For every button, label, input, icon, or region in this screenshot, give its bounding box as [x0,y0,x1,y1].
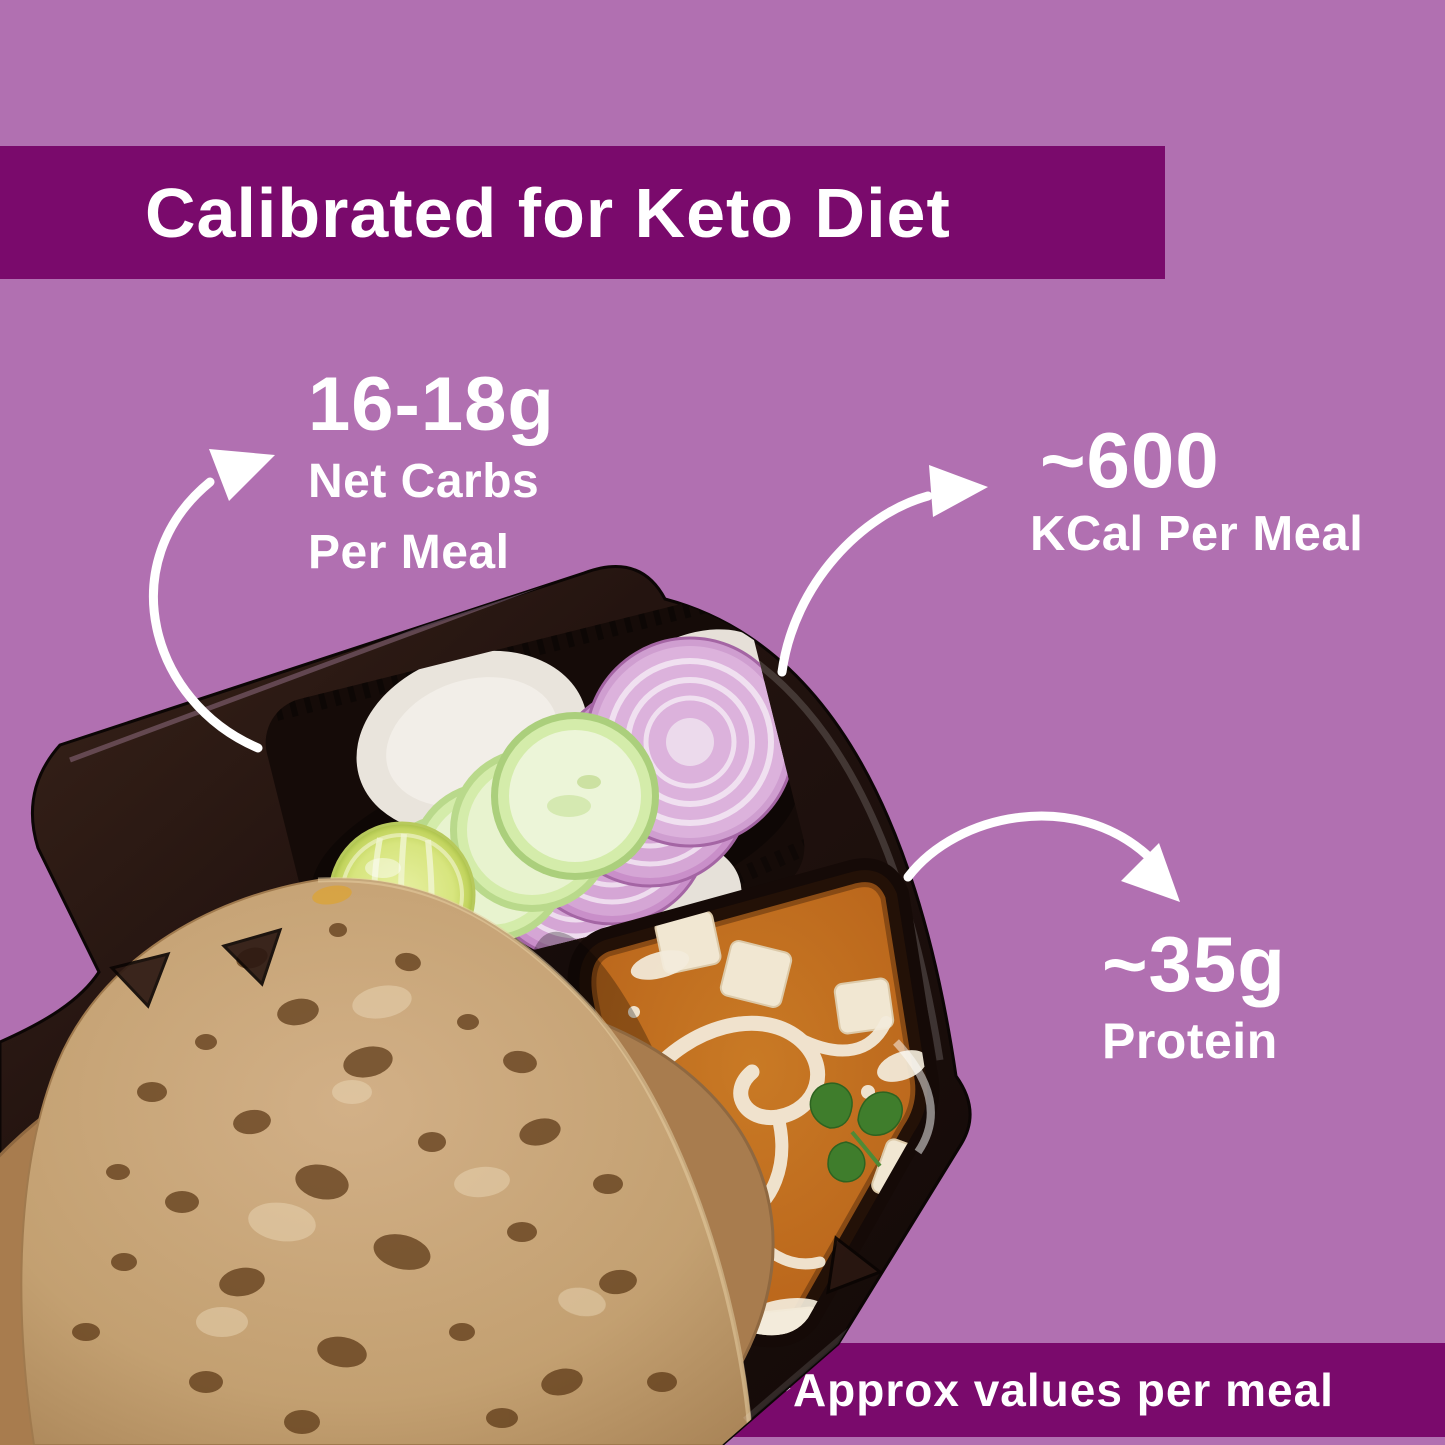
net-carbs-value: 16-18g [308,362,555,447]
tray-emboss-triangles [109,927,884,1295]
protein-label: Protein [1102,1013,1278,1070]
meal-tray [0,565,972,1445]
header-banner: Calibrated for Keto Diet [0,146,1165,279]
curved-arrow-net-carbs-icon [148,449,275,753]
paratha-stack [0,877,775,1445]
callout-protein: ~35g Protein [1102,920,1286,1072]
callout-calories: ~600 KCal Per Meal [1030,416,1364,565]
callout-net-carbs: 16-18g Net Carbs Per Meal [308,362,555,583]
curved-arrow-calories-icon [777,465,988,677]
calories-label: KCal Per Meal [1030,507,1364,562]
curved-arrow-protein-icon [903,811,1180,902]
header-title: Calibrated for Keto Diet [145,173,951,252]
calories-value: ~600 [1040,416,1220,504]
coriander-garnish [809,1082,903,1183]
net-carbs-label-line1: Net Carbs [308,455,540,509]
footnote-text: *Approx values per meal [774,1364,1334,1416]
protein-value: ~35g [1102,920,1286,1008]
net-carbs-label-line2: Per Meal [308,525,510,579]
